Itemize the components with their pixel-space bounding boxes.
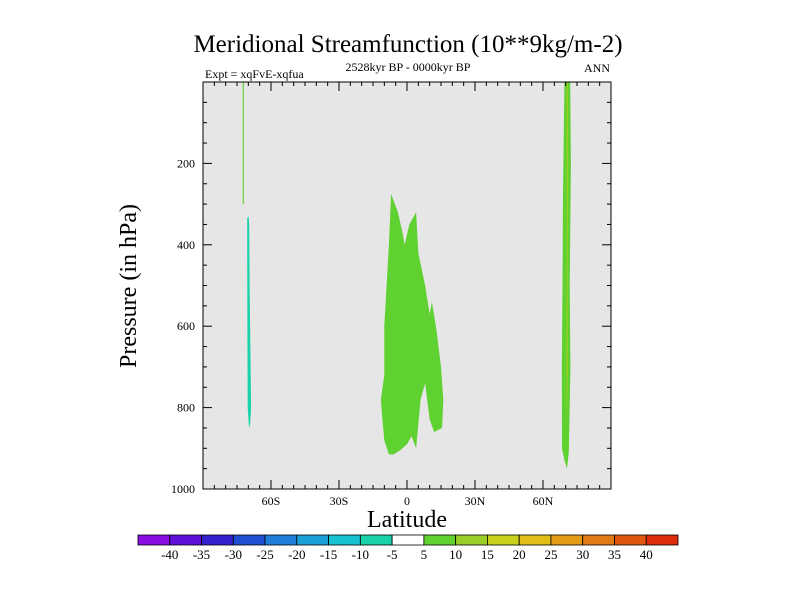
contour-northern-positive-strip bbox=[561, 82, 571, 469]
contour-southern-positive-strip bbox=[242, 82, 244, 205]
colorbar-swatch bbox=[359, 534, 393, 546]
x-tick-label: 30N bbox=[465, 494, 486, 508]
experiment-label: Expt = xqFvE-xqfua bbox=[205, 67, 304, 81]
colorbar: -40 -35 -30 -25 -20 -15 -10 -5 5 10 15 20 25 30 35 40 bbox=[137, 534, 679, 562]
colorbar-swatch bbox=[169, 534, 202, 546]
contour-northern-inner-strip bbox=[566, 82, 569, 428]
colorbar-label: 35 bbox=[608, 547, 621, 562]
time-range-label: 2528kyr BP - 0000kyr BP bbox=[346, 60, 471, 74]
x-axis-label: Latitude bbox=[367, 507, 447, 533]
colorbar-label: -15 bbox=[320, 547, 337, 562]
colorbar-swatch bbox=[391, 534, 425, 546]
colorbar-label: 10 bbox=[449, 547, 462, 562]
colorbar-label: 25 bbox=[544, 547, 557, 562]
colorbar-swatch bbox=[137, 534, 171, 546]
y-tick-label: 1000 bbox=[171, 482, 195, 496]
chart-title: Meridional Streamfunction (10**9kg/m-2) bbox=[193, 31, 622, 58]
x-tick-label: 30S bbox=[330, 494, 349, 508]
colorbar-swatch bbox=[614, 534, 647, 546]
colorbar-swatch bbox=[328, 534, 361, 546]
contour-equatorial-positive-cell bbox=[380, 193, 444, 455]
colorbar-swatch bbox=[201, 534, 234, 546]
colorbar-label: -20 bbox=[288, 547, 305, 562]
y-tick-label: 400 bbox=[177, 238, 195, 252]
colorbar-swatch bbox=[232, 534, 266, 546]
x-tick-label: 0 bbox=[404, 494, 410, 508]
colorbar-swatch bbox=[264, 534, 298, 546]
colorbar-label: -5 bbox=[387, 547, 398, 562]
colorbar-swatch bbox=[487, 534, 520, 546]
colorbar-label: -35 bbox=[193, 547, 210, 562]
colorbar-swatch bbox=[296, 534, 329, 546]
colorbar-label: 20 bbox=[513, 547, 526, 562]
y-tick-label: 200 bbox=[177, 156, 195, 170]
colorbar-label: 40 bbox=[640, 547, 653, 562]
colorbar-swatch bbox=[423, 534, 457, 546]
colorbar-label: 30 bbox=[576, 547, 589, 562]
colorbar-swatch bbox=[645, 534, 679, 546]
season-label: ANN bbox=[584, 61, 610, 75]
colorbar-label: 15 bbox=[481, 547, 494, 562]
y-tick-label: 600 bbox=[177, 319, 195, 333]
y-axis-label: Pressure (in hPa) bbox=[116, 204, 142, 368]
colorbar-label: -30 bbox=[225, 547, 242, 562]
colorbar-swatch bbox=[518, 534, 552, 546]
colorbar-swatch bbox=[582, 534, 615, 546]
x-tick-label: 60S bbox=[262, 494, 281, 508]
colorbar-swatch bbox=[550, 534, 584, 546]
y-tick-label: 800 bbox=[177, 401, 195, 415]
contour-southern-negative-strip bbox=[247, 216, 252, 428]
x-tick-label: 60N bbox=[533, 494, 554, 508]
colorbar-label: -10 bbox=[352, 547, 369, 562]
colorbar-label: 5 bbox=[421, 547, 428, 562]
colorbar-label: -25 bbox=[256, 547, 273, 562]
colorbar-swatch bbox=[455, 534, 488, 546]
colorbar-label: -40 bbox=[161, 547, 178, 562]
